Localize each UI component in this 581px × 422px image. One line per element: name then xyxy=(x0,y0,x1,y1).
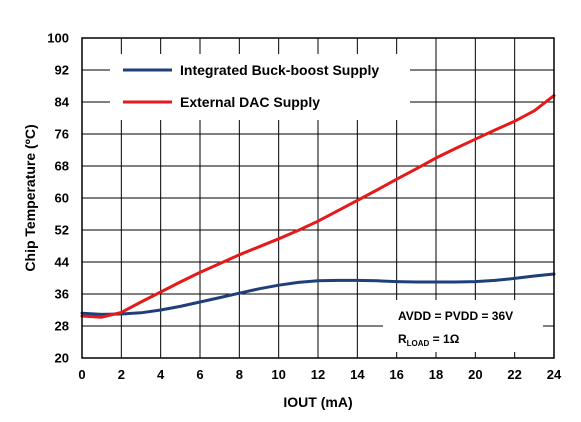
legend: Integrated Buck-boost Supply External DAC… xyxy=(110,54,410,120)
y-tick-label: 68 xyxy=(55,159,69,174)
x-tick-label: 6 xyxy=(196,367,203,382)
legend-box xyxy=(110,54,410,120)
x-tick-label: 0 xyxy=(78,367,85,382)
x-tick-label: 18 xyxy=(429,367,443,382)
x-tick-label: 8 xyxy=(236,367,243,382)
annotation-rload-main: R xyxy=(398,332,407,346)
y-tick-label: 52 xyxy=(55,223,69,238)
y-tick-label: 36 xyxy=(55,287,69,302)
series-line-buck-boost xyxy=(80,272,556,316)
y-tick-label: 92 xyxy=(55,63,69,78)
x-axis-title: IOUT (mA) xyxy=(283,394,352,410)
legend-label: External DAC Supply xyxy=(180,94,320,110)
x-tick-label: 22 xyxy=(507,367,521,382)
legend-label: Integrated Buck-boost Supply xyxy=(180,62,379,78)
x-tick-label: 16 xyxy=(389,367,403,382)
annotations: AVDD = PVDD = 36V RLOAD = 1Ω xyxy=(383,300,543,352)
y-tick-label: 76 xyxy=(55,127,69,142)
tick-labels: 0 2 4 6 8 10 12 14 16 18 20 22 242028364452606876849… xyxy=(47,31,562,383)
x-tick-label: 2 xyxy=(118,367,125,382)
x-tick-label: 10 xyxy=(271,367,285,382)
annotation-rload: RLOAD = 1Ω xyxy=(398,332,460,348)
y-tick-label: 44 xyxy=(55,255,70,270)
y-axis-title: Chip Temperature (ºC) xyxy=(22,124,38,271)
y-tick-label: 60 xyxy=(55,191,69,206)
annotation-rload-rest: = 1Ω xyxy=(429,332,459,346)
series-layer xyxy=(80,94,556,319)
series-line-external-dac xyxy=(80,94,556,319)
annotation-supply: AVDD = PVDD = 36V xyxy=(398,309,513,323)
x-tick-label: 24 xyxy=(547,367,562,382)
y-tick-label: 28 xyxy=(55,319,69,334)
annotation-rload-sub: LOAD xyxy=(407,339,430,348)
y-tick-label: 84 xyxy=(55,95,70,110)
x-tick-label: 20 xyxy=(468,367,482,382)
x-tick-label: 4 xyxy=(157,367,165,382)
plot-frame xyxy=(81,37,555,359)
x-tick-label: 12 xyxy=(311,367,325,382)
x-tick-label: 14 xyxy=(350,367,365,382)
y-tick-label: 100 xyxy=(47,31,69,46)
y-tick-label: 20 xyxy=(55,351,69,366)
